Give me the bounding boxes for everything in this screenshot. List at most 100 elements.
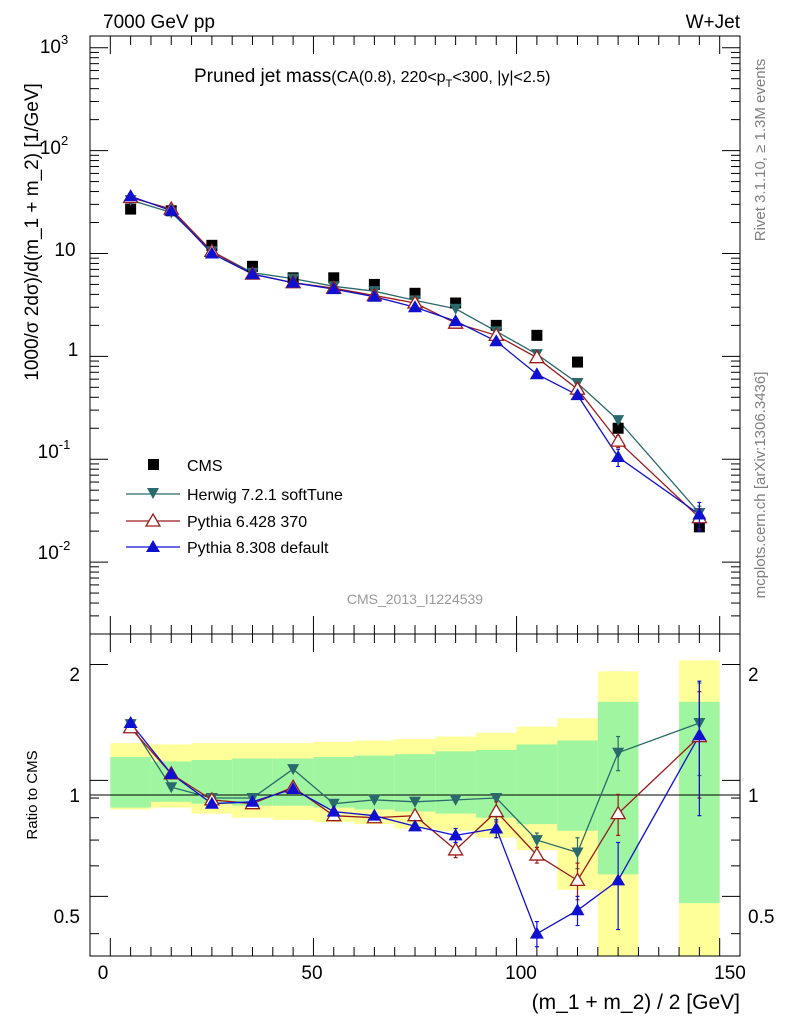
legend: CMS Herwig 7.2.1 softTune Pythia 6.428 3… (126, 458, 343, 557)
ratio-point-herwig-8 (449, 794, 462, 806)
main-point-herwig-12 (612, 415, 625, 427)
main-point-py8-9 (489, 334, 504, 347)
ratio-point-py8-11 (570, 903, 585, 916)
main-point-py8-10 (529, 367, 544, 380)
ratio-band-inner-10 (516, 744, 558, 825)
ratio-ytick-label-right-1: 1 (748, 786, 759, 807)
legend-py6-marker (144, 512, 162, 527)
legend-py8-marker (146, 540, 160, 552)
ratio-point-py8-3 (245, 794, 260, 807)
ratio-point-herwig-6 (368, 794, 381, 806)
ratio-point-herwig-4 (287, 764, 300, 776)
main-point-py8-5 (326, 282, 341, 295)
main-point-cms-7 (409, 287, 421, 299)
main-point-py8-13 (692, 507, 707, 520)
analysis-id: CMS_2013_I1224539 (347, 591, 483, 607)
plot-title-main: Pruned jet mass (194, 66, 331, 87)
ratio-ytick-label-left-0.5: 0.5 (54, 907, 80, 928)
ratio-y-axis-label: Ratio to CMS (24, 750, 41, 839)
main-plot-marks (122, 189, 708, 533)
main-point-py8-2 (204, 246, 219, 259)
main-ytick-label-1e-2: 10-2 (38, 538, 71, 564)
ratio-point-py8-5 (326, 804, 341, 817)
main-ytick-label-1e3: 103 (40, 32, 68, 58)
ratio-point-py6-8 (447, 841, 464, 856)
ratio-panel: 0.5 1 2 0.5 1 2 Ratio to CMS (24, 633, 774, 957)
legend-herwig-label: Herwig 7.2.1 softTune (187, 487, 343, 504)
ratio-point-py8-4 (286, 781, 301, 794)
main-point-cms-8 (450, 297, 462, 309)
main-point-cms-0 (125, 203, 137, 215)
process-label: W+Jet (686, 12, 741, 33)
plot-title-sub: (CA(0.8), 220<p (331, 69, 445, 86)
ratio-point-herwig-11 (571, 847, 584, 859)
ratio-point-py8-13 (692, 728, 707, 741)
main-point-cms-6 (368, 278, 380, 290)
xtick-label-0: 0 (98, 963, 109, 984)
main-ytick-label-1e2: 102 (40, 133, 68, 159)
ratio-point-py8-6 (367, 808, 382, 821)
main-point-py8-7 (408, 300, 422, 313)
legend-entry-cms: CMS (148, 458, 223, 475)
main-point-py8-1 (164, 203, 179, 216)
main-point-cms-5 (328, 272, 340, 284)
main-point-cms-12 (612, 422, 624, 434)
ratio-point-py8-10 (529, 926, 544, 939)
legend-py8-label: Pythia 8.308 default (187, 540, 329, 557)
xtick-label-150: 150 (714, 963, 746, 984)
site-label: mcplots.cern.ch [arXiv:1306.3436] (752, 372, 769, 599)
main-y-tick-labels: 10-2 10-1 1 10 102 103 (38, 32, 79, 564)
legend-entry-py8: Pythia 8.308 default (126, 540, 329, 557)
ratio-point-py6-12 (609, 805, 627, 820)
main-y-axis-label: 1000/σ 2dσ)/d(m_1 + m_2) [1/GeV] (22, 83, 43, 381)
main-point-cms-9 (490, 319, 502, 331)
xtick-label-50: 50 (301, 963, 322, 984)
legend-herwig-marker (147, 488, 159, 499)
main-point-py8-8 (448, 314, 463, 327)
legend-py6-label: Pythia 6.428 370 (187, 514, 307, 531)
ratio-point-py8-9 (489, 821, 504, 834)
ratio-point-herwig-9 (490, 793, 503, 805)
legend-cms-marker (148, 459, 159, 470)
main-ytick-label-10: 10 (54, 240, 75, 261)
main-ytick-label-1e-1: 10-1 (38, 437, 71, 463)
main-point-py8-6 (367, 289, 382, 302)
legend-entry-py6: Pythia 6.428 370 (126, 512, 307, 531)
ratio-point-py8-1 (164, 766, 179, 779)
ratio-point-herwig-12 (612, 747, 625, 759)
main-point-py6-12 (609, 432, 627, 447)
ratio-band-inner-11 (557, 740, 598, 831)
ratio-point-py6-10 (528, 846, 546, 861)
legend-entry-herwig: Herwig 7.2.1 softTune (126, 487, 343, 504)
ratio-point-herwig-7 (409, 796, 421, 808)
main-point-py6-10 (528, 349, 546, 364)
rivet-label: Rivet 3.1.10, ≥ 1.3M events (752, 59, 769, 242)
plot-title-sub-index: T (446, 78, 453, 90)
main-point-py8-4 (286, 275, 301, 288)
main-ytick-label-1: 1 (68, 340, 79, 361)
ratio-point-herwig-1 (165, 782, 178, 794)
legend-cms-label: CMS (187, 458, 223, 475)
ratio-point-herwig-5 (327, 798, 340, 810)
ratio-ytick-label-left-2: 2 (69, 665, 80, 686)
ratio-point-herwig-10 (530, 835, 543, 847)
ratio-point-py8-12 (611, 873, 626, 886)
main-ticks (90, 36, 740, 635)
plot-title-sub-end: <300, |y|<2.5) (452, 69, 550, 86)
main-point-cms-11 (572, 356, 583, 368)
xtick-label-100: 100 (505, 963, 537, 984)
main-point-herwig-8 (449, 303, 462, 315)
x-axis-label: (m_1 + m_2) / 2 [GeV] (532, 991, 740, 1014)
ratio-plot-marks (122, 680, 708, 948)
main-point-py8-12 (611, 450, 626, 463)
ratio-ytick-label-right-2: 2 (748, 665, 759, 686)
ratio-ytick-label-right-0.5: 0.5 (748, 907, 774, 928)
main-point-cms-10 (531, 329, 543, 341)
main-point-py8-11 (570, 388, 585, 401)
ratio-point-py6-11 (569, 872, 586, 887)
ratio-line-herwig (130, 722, 700, 854)
main-point-py8-0 (123, 189, 138, 202)
main-point-py8-3 (245, 267, 260, 280)
ratio-point-py8-7 (408, 819, 422, 832)
